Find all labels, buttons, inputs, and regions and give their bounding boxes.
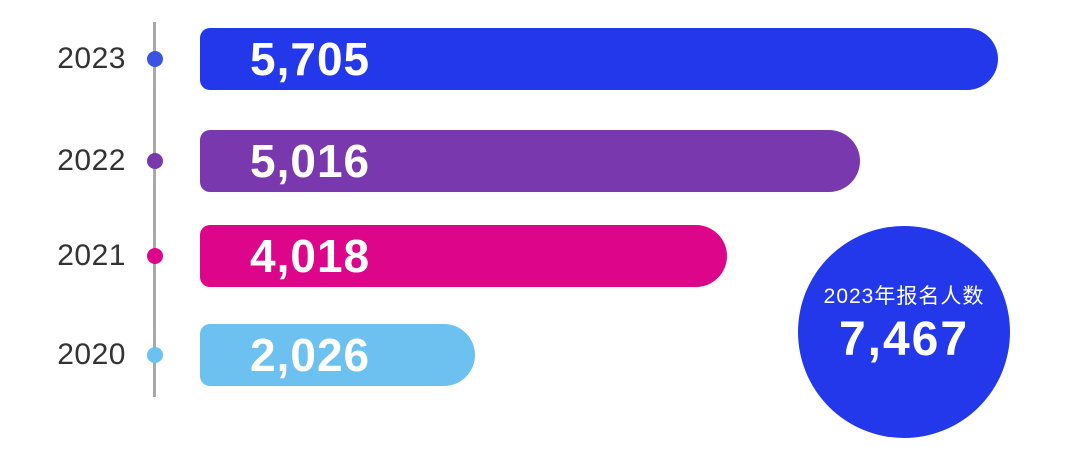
annotation-badge-circle: 2023年报名人数 7,467 (798, 226, 1010, 438)
bar-2020: 2,026 (200, 324, 475, 386)
timeline-dot-2022-icon (147, 153, 163, 169)
annotation-badge-value: 7,467 (838, 312, 970, 366)
bar-row-2020: 2020 2,026 (0, 324, 1080, 386)
category-label-2022: 2022 (57, 144, 126, 177)
category-label-2020: 2020 (57, 338, 126, 371)
bar-2021: 4,018 (200, 225, 727, 287)
bar-row-2021: 2021 4,018 (0, 225, 1080, 287)
bar-value-2020: 2,026 (250, 329, 371, 381)
timeline-dot-2021-icon (147, 248, 163, 264)
category-label-2023: 2023 (57, 42, 126, 75)
bar-2022: 5,016 (200, 130, 860, 192)
timeline-axis-line (153, 22, 156, 397)
timeline-dot-2023-icon (147, 51, 163, 67)
timeline-dot-2020-icon (147, 347, 163, 363)
bar-row-2023: 2023 5,705 (0, 28, 1080, 90)
bar-row-2022: 2022 5,016 (0, 130, 1080, 192)
annotation-badge-label: 2023年报名人数 (823, 284, 985, 308)
bar-value-2022: 5,016 (250, 135, 371, 187)
bar-value-2021: 4,018 (250, 230, 371, 282)
annotation-badge-content: 2023年报名人数 7,467 (824, 280, 985, 367)
bar-value-2023: 5,705 (250, 33, 371, 85)
bar-2023: 5,705 (200, 28, 998, 90)
category-label-2021: 2021 (57, 239, 126, 272)
